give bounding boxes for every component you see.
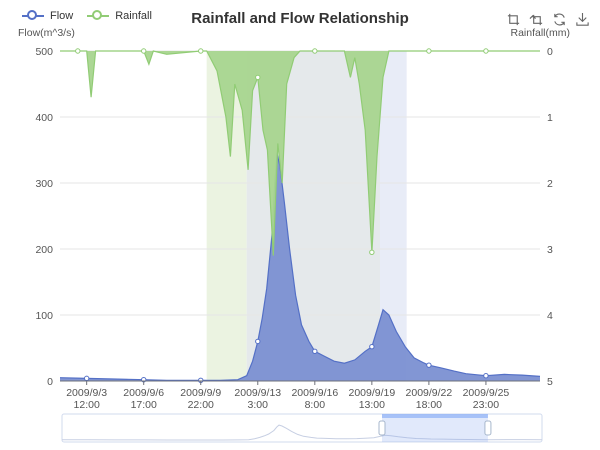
legend-label-flow: Flow bbox=[50, 10, 74, 22]
flow-point-40 bbox=[483, 373, 489, 379]
legend-item-flow[interactable]: Flow bbox=[22, 10, 73, 22]
y-right-tick-label: 1 bbox=[547, 112, 553, 124]
data-zoom-window-bar bbox=[382, 414, 488, 418]
zoom-icon[interactable] bbox=[506, 12, 521, 27]
rainfall-point-1 bbox=[75, 48, 81, 54]
rainfall-point-10 bbox=[198, 48, 204, 54]
flow-area bbox=[60, 153, 540, 381]
y-right-tick-label: 4 bbox=[547, 310, 553, 322]
flow-point-28 bbox=[369, 343, 375, 350]
toolbox bbox=[506, 12, 590, 27]
zoom-reset-icon[interactable] bbox=[529, 12, 544, 27]
data-zoom-track bbox=[61, 413, 543, 443]
y-right-tick-label: 3 bbox=[547, 244, 553, 256]
x-tick-label: 2009/9/16 8:00 bbox=[291, 387, 338, 411]
chart-title: Rainfall and Flow Relationship bbox=[191, 10, 409, 27]
save-image-icon[interactable] bbox=[575, 12, 590, 27]
y-left-tick-label: 500 bbox=[35, 46, 53, 58]
y-left-tick-label: 400 bbox=[35, 112, 53, 124]
axes: 0 100 200 300 400 500 0 1 2 3 4 5 Flow(m^3/s) Rainfal… bbox=[18, 27, 570, 411]
x-tick-label: 2009/9/25 23:00 bbox=[463, 387, 510, 411]
y-right-tick-label: 2 bbox=[547, 178, 553, 190]
y-left-tick-label: 0 bbox=[47, 376, 53, 388]
y-right-tick-label: 5 bbox=[547, 376, 553, 388]
y-left-axis-name: Flow(m^3/s) bbox=[18, 27, 75, 39]
x-tick-label: 2009/9/13 3:00 bbox=[234, 387, 281, 411]
rainfall-point-19 bbox=[255, 74, 261, 81]
restore-icon[interactable] bbox=[552, 12, 567, 27]
rainfall-line bbox=[60, 50, 540, 256]
flow-point-22 bbox=[312, 348, 318, 354]
data-zoom-window[interactable] bbox=[382, 414, 488, 442]
data-zoom-handle-right[interactable] bbox=[484, 420, 492, 436]
rainfall-point-28 bbox=[312, 48, 318, 54]
x-tick-label: 2009/9/3 12:00 bbox=[66, 387, 107, 411]
x-tick-label: 2009/9/6 17:00 bbox=[123, 387, 164, 411]
rainfall-point-39 bbox=[483, 48, 489, 54]
flow-point-1 bbox=[83, 375, 90, 382]
data-zoom-handle-left[interactable] bbox=[378, 420, 386, 436]
legend: Flow Rainfall bbox=[22, 10, 152, 22]
rainfall-series bbox=[60, 48, 540, 256]
y-left-tick-label: 200 bbox=[35, 244, 53, 256]
legend-item-rainfall[interactable]: Rainfall bbox=[87, 10, 152, 22]
flow-point-10 bbox=[255, 338, 261, 345]
legend-swatch-rainfall bbox=[87, 10, 110, 21]
legend-swatch-flow bbox=[22, 10, 44, 21]
data-zoom bbox=[61, 413, 543, 443]
x-tick-label: 2009/9/9 22:00 bbox=[180, 387, 221, 411]
rainfall-point-34 bbox=[369, 249, 375, 256]
rainfall-point-38 bbox=[426, 48, 432, 54]
x-tick-label: 2009/9/19 13:00 bbox=[348, 387, 395, 411]
rainfall-point-6 bbox=[141, 48, 147, 54]
y-left-tick-label: 100 bbox=[35, 310, 53, 322]
legend-label-rainfall: Rainfall bbox=[115, 10, 152, 22]
y-right-axis-name: Rainfall(mm) bbox=[510, 27, 570, 39]
y-left-tick-label: 300 bbox=[35, 178, 53, 190]
y-right-tick-label: 0 bbox=[547, 46, 553, 58]
flow-point-36 bbox=[426, 362, 432, 368]
data-zoom-preview bbox=[62, 424, 543, 441]
x-tick-label: 2009/9/22 18:00 bbox=[406, 387, 453, 411]
